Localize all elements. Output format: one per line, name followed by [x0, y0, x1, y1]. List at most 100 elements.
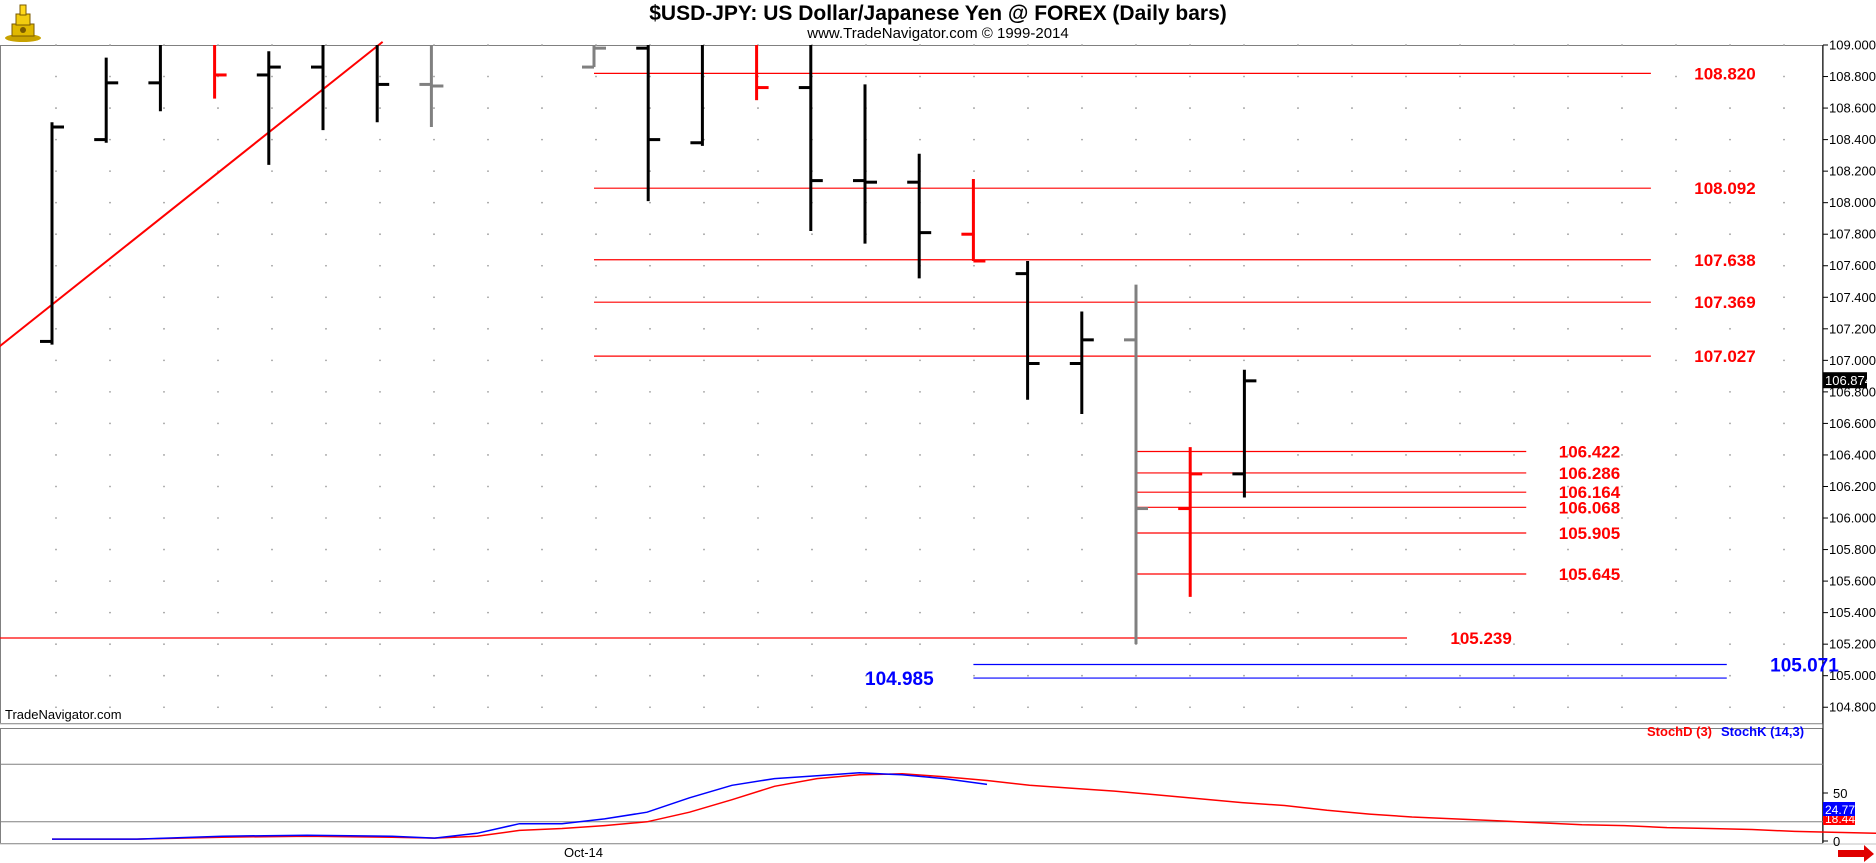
- grid-dot: [109, 170, 111, 173]
- grid-dot: [163, 296, 165, 299]
- grid-dot: [973, 548, 975, 551]
- grid-dot: [1459, 107, 1461, 109]
- level-label: 105.905: [1559, 524, 1620, 543]
- ohlc-bars: [40, 45, 1257, 645]
- grid-dot: [1621, 517, 1623, 519]
- grid-dot: [325, 327, 327, 330]
- grid-dot: [595, 44, 597, 46]
- grid-dot: [1675, 548, 1677, 551]
- grid-dot: [541, 548, 543, 551]
- grid-dot: [1567, 233, 1569, 236]
- grid-dot: [163, 75, 165, 78]
- grid-dot: [1459, 44, 1461, 46]
- grid-dot: [1621, 674, 1623, 677]
- price-axis-label: 107.800: [1829, 227, 1876, 242]
- grid-dot: [1027, 674, 1029, 677]
- grid-dot: [1621, 485, 1623, 488]
- grid-dot: [55, 485, 57, 488]
- grid-dot: [703, 170, 705, 173]
- grid-dot: [1729, 327, 1731, 330]
- grid-dot: [1513, 138, 1515, 141]
- grid-dot: [433, 296, 435, 299]
- grid-dot: [271, 327, 273, 330]
- grid-dot: [1513, 485, 1515, 488]
- grid-dot: [703, 359, 705, 362]
- grid-dot: [1243, 44, 1245, 46]
- grid-dot: [1513, 201, 1515, 204]
- grid-dot: [433, 611, 435, 614]
- grid-dot: [1405, 454, 1407, 456]
- grid-dot: [1567, 170, 1569, 173]
- grid-dot: [649, 706, 651, 709]
- grid-dot: [1081, 643, 1083, 646]
- grid-dot: [217, 674, 219, 677]
- grid-dot: [55, 422, 57, 425]
- grid-dot: [919, 75, 921, 78]
- grid-dot: [1351, 233, 1353, 236]
- grid-dot: [163, 643, 165, 646]
- grid-dot: [325, 107, 327, 109]
- level-label: 106.068: [1559, 498, 1620, 517]
- trade-navigator-logo-icon: [5, 4, 41, 42]
- grid-dot: [919, 422, 921, 425]
- grid-dot: [973, 422, 975, 425]
- grid-dot: [865, 454, 867, 456]
- grid-dot: [541, 75, 543, 78]
- grid-dot: [1783, 485, 1785, 488]
- grid-dot: [1783, 327, 1785, 330]
- grid-dot: [1189, 359, 1191, 362]
- price-axis-label: 106.000: [1829, 511, 1876, 526]
- grid-dot: [1675, 422, 1677, 425]
- price-panel-frame: [0, 45, 1823, 724]
- grid-dot: [1027, 611, 1029, 614]
- grid-dot: [1783, 422, 1785, 425]
- grid-dot: [757, 107, 759, 109]
- grid-dot: [1513, 44, 1515, 46]
- grid-dot: [1351, 296, 1353, 299]
- grid-dot: [487, 390, 489, 393]
- grid-dot: [649, 359, 651, 362]
- grid-dot: [1513, 75, 1515, 78]
- grid-dot: [109, 454, 111, 456]
- price-axis-label: 106.600: [1829, 416, 1876, 431]
- grid-dot: [541, 170, 543, 173]
- grid-dot: [919, 485, 921, 488]
- grid-dot: [1135, 107, 1137, 109]
- grid-dot: [1081, 170, 1083, 173]
- grid-dot: [1459, 264, 1461, 267]
- grid-dot: [1621, 107, 1623, 109]
- grid-dot: [1081, 233, 1083, 236]
- stoch-k-value-badge: [1823, 802, 1855, 816]
- grid-dot: [1243, 170, 1245, 173]
- x-tick-label: Oct-14: [564, 845, 604, 860]
- grid-dot: [487, 327, 489, 330]
- grid-dot: [811, 422, 813, 425]
- grid-dot: [217, 233, 219, 236]
- grid-dot: [1351, 454, 1353, 456]
- grid-dot: [271, 422, 273, 425]
- price-axis-label: 107.000: [1829, 353, 1876, 368]
- grid-dot: [1351, 517, 1353, 519]
- grid-dot: [379, 359, 381, 362]
- grid-dot: [325, 390, 327, 393]
- grid-dot: [1729, 44, 1731, 46]
- grid-dot: [1675, 580, 1677, 582]
- grid-dot: [325, 548, 327, 551]
- grid-dot: [1513, 359, 1515, 362]
- grid-dot: [1189, 107, 1191, 109]
- grid-dot: [1351, 359, 1353, 362]
- grid-dot: [1351, 611, 1353, 614]
- grid-dot: [1729, 517, 1731, 519]
- grid-dot: [1405, 390, 1407, 393]
- grid-dot: [1783, 706, 1785, 709]
- grid-dot: [1675, 706, 1677, 709]
- grid-dot: [919, 517, 921, 519]
- grid-dot: [541, 107, 543, 109]
- grid-dot: [757, 674, 759, 677]
- grid-dot: [973, 517, 975, 519]
- grid-dot: [1243, 327, 1245, 330]
- grid-dot: [919, 390, 921, 393]
- grid-dot: [325, 643, 327, 646]
- grid-dot: [55, 517, 57, 519]
- grid-dot: [865, 390, 867, 393]
